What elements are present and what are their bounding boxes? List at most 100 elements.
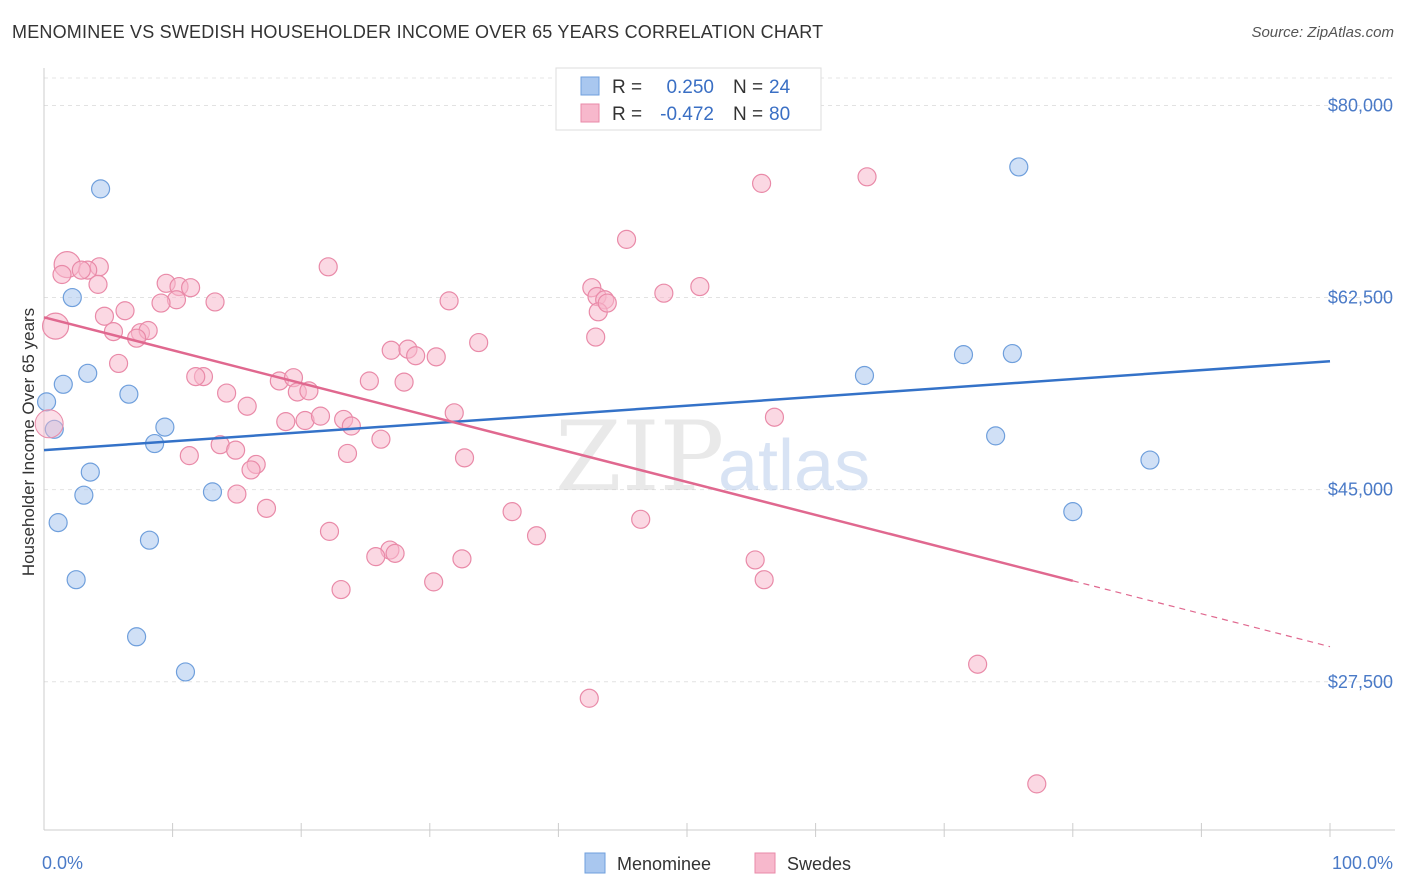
- data-point: [381, 340, 401, 360]
- watermark-atlas: atlas: [718, 426, 870, 506]
- data-point: [631, 509, 651, 529]
- data-point: [80, 462, 100, 482]
- data-point: [690, 276, 710, 297]
- data-point: [181, 278, 201, 298]
- data-point: [241, 460, 261, 480]
- data-point: [319, 521, 340, 541]
- data-point: [331, 579, 351, 600]
- data-point: [751, 173, 772, 193]
- data-point: [166, 290, 187, 310]
- data-point: [371, 429, 391, 449]
- data-point: [202, 482, 223, 502]
- data-point: [1063, 502, 1083, 522]
- data-point: [406, 346, 426, 366]
- legend-r-value: -0.472: [660, 104, 714, 125]
- data-point: [366, 547, 386, 567]
- bottom-legend-swatch: [754, 852, 776, 874]
- y-tick-label: $80,000: [1328, 95, 1393, 115]
- data-point: [1002, 343, 1022, 364]
- data-point: [359, 371, 379, 391]
- data-point: [469, 332, 489, 353]
- data-points: [34, 157, 1160, 794]
- y-axis-title: Householder Income Over 65 years: [19, 308, 38, 576]
- data-point: [94, 306, 115, 326]
- data-point: [597, 293, 617, 313]
- data-point: [764, 407, 785, 427]
- data-point: [74, 485, 94, 505]
- data-point: [337, 443, 358, 464]
- data-point: [857, 167, 877, 187]
- data-point: [227, 484, 247, 504]
- watermark: ZIP atlas: [555, 401, 870, 513]
- bottom-legend-label: Swedes: [787, 854, 851, 874]
- series-swedes: [41, 167, 1047, 794]
- data-point: [151, 293, 171, 313]
- data-point: [439, 291, 459, 311]
- bottom-legend-swatch: [584, 852, 606, 874]
- data-point: [986, 426, 1006, 446]
- data-point: [53, 374, 73, 394]
- data-point: [454, 448, 475, 468]
- y-tick-label: $27,500: [1328, 672, 1393, 692]
- data-point: [1009, 157, 1029, 177]
- data-point: [526, 526, 547, 546]
- data-point: [502, 502, 522, 522]
- data-point: [424, 572, 444, 592]
- data-point: [139, 530, 160, 550]
- data-point: [394, 372, 414, 392]
- gridlines: [44, 77, 1395, 683]
- data-point: [34, 409, 64, 439]
- data-point: [854, 365, 875, 386]
- data-point: [452, 549, 472, 569]
- legend-r-label: R =: [612, 77, 642, 98]
- legend-swatch: [580, 76, 600, 96]
- data-point: [108, 353, 129, 374]
- bottom-legend: Menominee Swedes: [584, 852, 851, 874]
- data-point: [62, 287, 82, 308]
- data-point: [276, 412, 296, 432]
- data-point: [616, 229, 637, 249]
- legend-r-label: R =: [612, 104, 642, 125]
- data-point: [71, 260, 91, 280]
- data-point: [654, 283, 674, 303]
- data-point: [579, 688, 599, 708]
- trend-line-swedes: [43, 316, 1074, 583]
- legend-swatch: [580, 103, 600, 123]
- data-point: [341, 416, 361, 436]
- data-point: [179, 446, 199, 466]
- tick-labels: $80,000 $62,500 $45,000 $27,500 0.0% 100.0%: [42, 95, 1393, 873]
- trend-line-menominee: [43, 359, 1331, 452]
- data-point: [126, 627, 147, 647]
- y-tick-label: $62,500: [1328, 288, 1393, 308]
- data-point: [953, 345, 974, 365]
- data-point: [968, 654, 988, 674]
- legend-box: [555, 67, 822, 131]
- data-point: [754, 570, 774, 590]
- data-point: [217, 383, 237, 403]
- legend: R = 0.250 N = 24 R = -0.472 N = 80: [555, 67, 822, 131]
- data-point: [256, 498, 277, 518]
- data-point: [88, 274, 108, 294]
- legend-r-value: 0.250: [666, 77, 714, 98]
- series-menominee: [36, 157, 1160, 682]
- legend-n-value: 24: [769, 77, 791, 98]
- data-point: [586, 327, 606, 347]
- data-point: [175, 662, 196, 682]
- y-tick-label: $45,000: [1328, 480, 1393, 500]
- data-point: [90, 179, 111, 199]
- chart-title: MENOMINEE VS SWEDISH HOUSEHOLDER INCOME …: [12, 22, 824, 42]
- source-label: Source: ZipAtlas.com: [1251, 24, 1394, 41]
- data-point: [745, 550, 765, 570]
- data-point: [52, 264, 72, 285]
- data-point: [155, 417, 175, 437]
- data-point: [115, 301, 135, 321]
- data-point: [78, 363, 98, 383]
- legend-n-label: N =: [733, 77, 763, 98]
- data-point: [205, 292, 225, 312]
- legend-n-label: N =: [733, 104, 763, 125]
- data-point: [36, 392, 57, 412]
- data-point: [310, 406, 331, 426]
- data-point: [318, 257, 338, 277]
- legend-n-value: 80: [769, 104, 790, 125]
